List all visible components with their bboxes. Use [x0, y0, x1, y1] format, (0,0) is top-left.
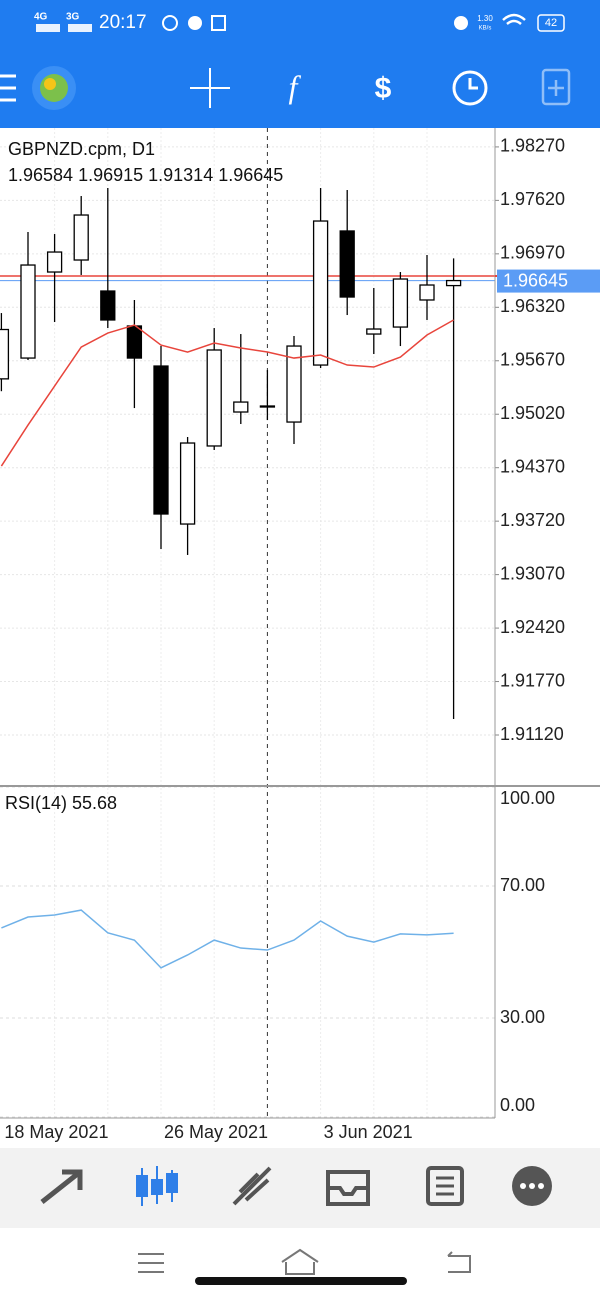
candle-body: [259, 405, 276, 408]
candle-body: [286, 345, 302, 423]
candle-body: [445, 279, 462, 287]
y-tick-label: 1.92420: [500, 617, 565, 637]
crosshair-button[interactable]: [190, 68, 230, 108]
y-tick-label: 1.95020: [500, 403, 565, 423]
gallery-icon: [211, 15, 226, 31]
tab-bar: [0, 1148, 600, 1228]
wifi-icon: [502, 13, 526, 25]
telegram-icon: [188, 16, 202, 30]
chart-tab[interactable]: [136, 1166, 178, 1206]
new-order-button[interactable]: [541, 68, 571, 106]
candle-body: [126, 325, 143, 359]
signal: [68, 24, 92, 32]
chart-area: [0, 128, 600, 1148]
candle-body: [206, 349, 222, 447]
history-tab[interactable]: [326, 1170, 370, 1206]
network: 4G: [34, 12, 48, 23]
y-tick-label: 1.93720: [500, 510, 565, 530]
rsi-title: RSI(14) 55.68: [5, 793, 117, 813]
candle-body: [312, 220, 329, 366]
symbols-button[interactable]: $: [375, 72, 392, 105]
network: 3G: [66, 12, 80, 23]
candle-body: [46, 251, 63, 273]
bid-label-box: [497, 269, 600, 293]
menu-button[interactable]: [0, 74, 16, 102]
rsi-tick-label: 100.00: [500, 788, 555, 808]
back-button[interactable]: [447, 1251, 471, 1273]
y-tick-label: 1.98270: [500, 136, 565, 156]
y-tick-label: 1.91120: [500, 724, 564, 744]
bid-label: 1.96645: [503, 270, 568, 290]
candle-body: [366, 328, 382, 335]
rsi-plot: [1, 909, 454, 969]
rsi-tick-label: 30.00: [500, 1007, 545, 1027]
candle-body: [100, 290, 116, 321]
rsi-tick-label: 70.00: [500, 875, 545, 895]
news-tab[interactable]: [426, 1166, 464, 1206]
home-button[interactable]: [281, 1248, 319, 1275]
y-tick-label: 1.96320: [500, 296, 565, 316]
timeframe-button[interactable]: [452, 70, 488, 106]
quotes-tab[interactable]: [40, 1169, 83, 1204]
y-tick-label: 1.91770: [500, 670, 565, 690]
rsi-tick-label: 0.00: [500, 1095, 535, 1115]
candle-body: [179, 442, 196, 525]
candle-body: [73, 214, 89, 261]
chart-title: GBPNZD.cpm, D1: [8, 139, 155, 159]
home-indicator: [195, 1277, 407, 1285]
y-tick-label: 1.95670: [500, 350, 565, 370]
x-tick-label: 18 May 2021: [4, 1122, 108, 1142]
battery-level: 42: [545, 17, 557, 29]
clock: 20:17: [99, 12, 147, 33]
battery-icon: [537, 14, 565, 32]
candle-body: [153, 365, 169, 515]
candle-body: [20, 264, 36, 359]
candle-body: [0, 328, 10, 380]
speed-unit: KB/s: [479, 26, 492, 32]
y-tick-label: 1.96970: [500, 243, 565, 263]
y-tick-label: 1.97620: [500, 189, 565, 209]
candle-body: [233, 401, 249, 413]
ohlc-header: 1.96584 1.96915 1.91314 1.96645: [8, 165, 283, 185]
trade-tab[interactable]: [232, 1166, 272, 1206]
y-tick-label: 1.94370: [500, 456, 565, 476]
recents-button[interactable]: [138, 1253, 164, 1273]
whatsapp-icon: [162, 15, 178, 31]
moving-average: [0, 319, 454, 467]
app-bar: [0, 0, 600, 128]
nav-bar: [0, 1228, 600, 1299]
candle-body: [419, 284, 435, 301]
axes: 1.98270 1.97620 1.96970 1.96320 1.95670 1.950…: [0, 128, 600, 1142]
alarm-icon: [454, 16, 468, 30]
x-tick-label: 26 May 2021: [164, 1122, 268, 1142]
main-plot: [0, 188, 495, 720]
speed: 1.30: [477, 14, 493, 23]
rsi-line: [1, 909, 454, 969]
candle-body: [339, 230, 355, 298]
signal: [36, 24, 60, 32]
candle-body: [392, 278, 409, 328]
y-tick-label: 1.93070: [500, 563, 565, 583]
x-tick-label: 3 Jun 2021: [324, 1122, 413, 1142]
